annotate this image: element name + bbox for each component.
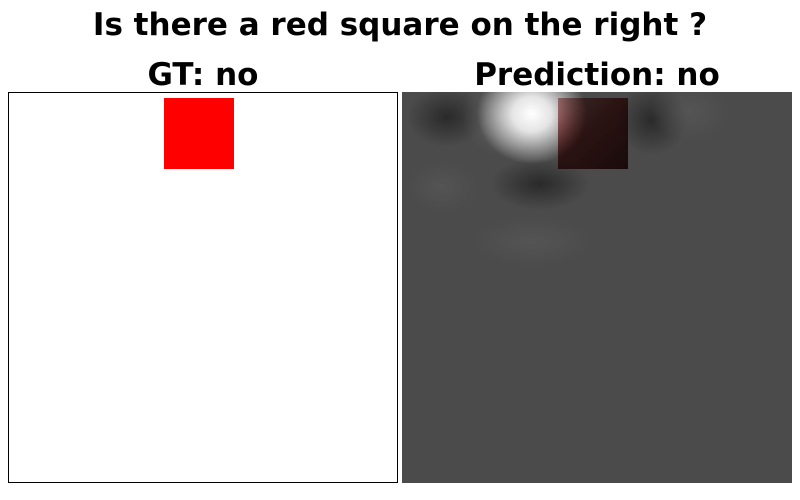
red-square bbox=[164, 98, 234, 169]
light-blob bbox=[650, 92, 730, 142]
prediction-panel-title: Prediction: no bbox=[474, 57, 720, 93]
prediction-attention-map bbox=[402, 92, 792, 483]
light-blob bbox=[407, 162, 477, 212]
overlaid-red-square bbox=[558, 98, 628, 169]
gt-panel-title: GT: no bbox=[147, 57, 259, 93]
question-title: Is there a red square on the right ? bbox=[92, 7, 708, 43]
light-blob bbox=[472, 217, 592, 267]
ground-truth-image bbox=[8, 92, 398, 483]
dark-blob bbox=[490, 158, 590, 210]
